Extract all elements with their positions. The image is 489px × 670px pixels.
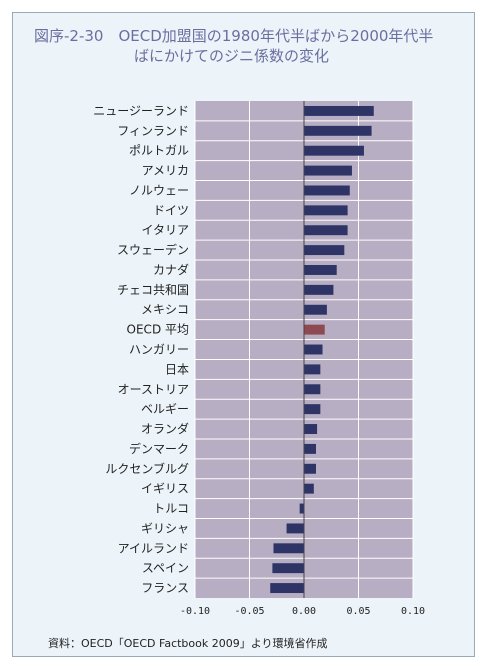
- category-label: ニュージーランド: [93, 104, 189, 118]
- bar: [304, 284, 334, 295]
- x-tick-label: 0.10: [401, 606, 425, 617]
- chart-title-line2: ばにかけてのジニ係数の変化: [134, 47, 330, 65]
- bar: [304, 245, 345, 256]
- bar: [299, 503, 304, 514]
- category-label: オーストリア: [118, 382, 189, 396]
- category-label: スペイン: [142, 561, 189, 575]
- bar: [304, 324, 325, 335]
- bar: [304, 443, 316, 454]
- category-label: アイルランド: [118, 541, 189, 555]
- category-label: メキシコ: [141, 303, 189, 317]
- bar: [304, 483, 314, 494]
- bar: [304, 185, 350, 196]
- category-label: ポルトガル: [129, 144, 189, 158]
- category-label: イギリス: [141, 482, 189, 496]
- category-label: カナダ: [153, 262, 189, 277]
- bar: [272, 563, 304, 574]
- bar: [304, 364, 321, 375]
- bar: [304, 265, 337, 275]
- category-label: OECD 平均: [127, 323, 189, 337]
- category-label: ルクセンブルグ: [105, 461, 189, 476]
- bar: [304, 404, 321, 415]
- bar: [270, 583, 304, 594]
- category-label: トルコ: [153, 502, 189, 516]
- bar: [304, 165, 352, 176]
- x-tick-label: 0.00: [292, 606, 316, 617]
- bar: [304, 384, 321, 395]
- bar: [304, 145, 364, 156]
- bar: [304, 105, 374, 116]
- bar: [304, 304, 327, 315]
- category-label: ハンガリー: [129, 343, 189, 357]
- category-label: デンマーク: [129, 441, 189, 456]
- bar: [304, 125, 372, 136]
- category-label: チェコ共和国: [117, 283, 189, 297]
- bar: [304, 225, 348, 236]
- category-label: スウェーデン: [117, 242, 189, 257]
- category-label: ベルギー: [141, 402, 189, 416]
- x-tick-label: -0.10: [180, 606, 210, 617]
- bar: [286, 523, 304, 534]
- bar: [304, 205, 348, 216]
- category-label: ノルウェー: [129, 183, 189, 197]
- x-tick-label: 0.05: [346, 606, 370, 617]
- category-label: オランダ: [141, 421, 189, 436]
- category-label: イタリア: [141, 223, 189, 237]
- bar: [273, 543, 304, 554]
- category-label: アメリカ: [142, 164, 189, 178]
- source-note: 資料：OECD「OECD Factbook 2009」より環境省作成: [48, 637, 328, 650]
- bar: [304, 344, 323, 355]
- category-label: フィンランド: [117, 124, 189, 138]
- category-label: ドイツ: [153, 203, 189, 217]
- bar: [304, 424, 318, 434]
- chart-title-line1: 図序-2-30 OECD加盟国の1980年代半ばから2000年代半: [34, 27, 434, 45]
- category-label: フランス: [141, 581, 189, 595]
- bar: [304, 463, 316, 474]
- x-tick-label: -0.05: [234, 606, 264, 617]
- category-label: 日本: [165, 362, 189, 376]
- category-label: ギリシャ: [141, 521, 189, 535]
